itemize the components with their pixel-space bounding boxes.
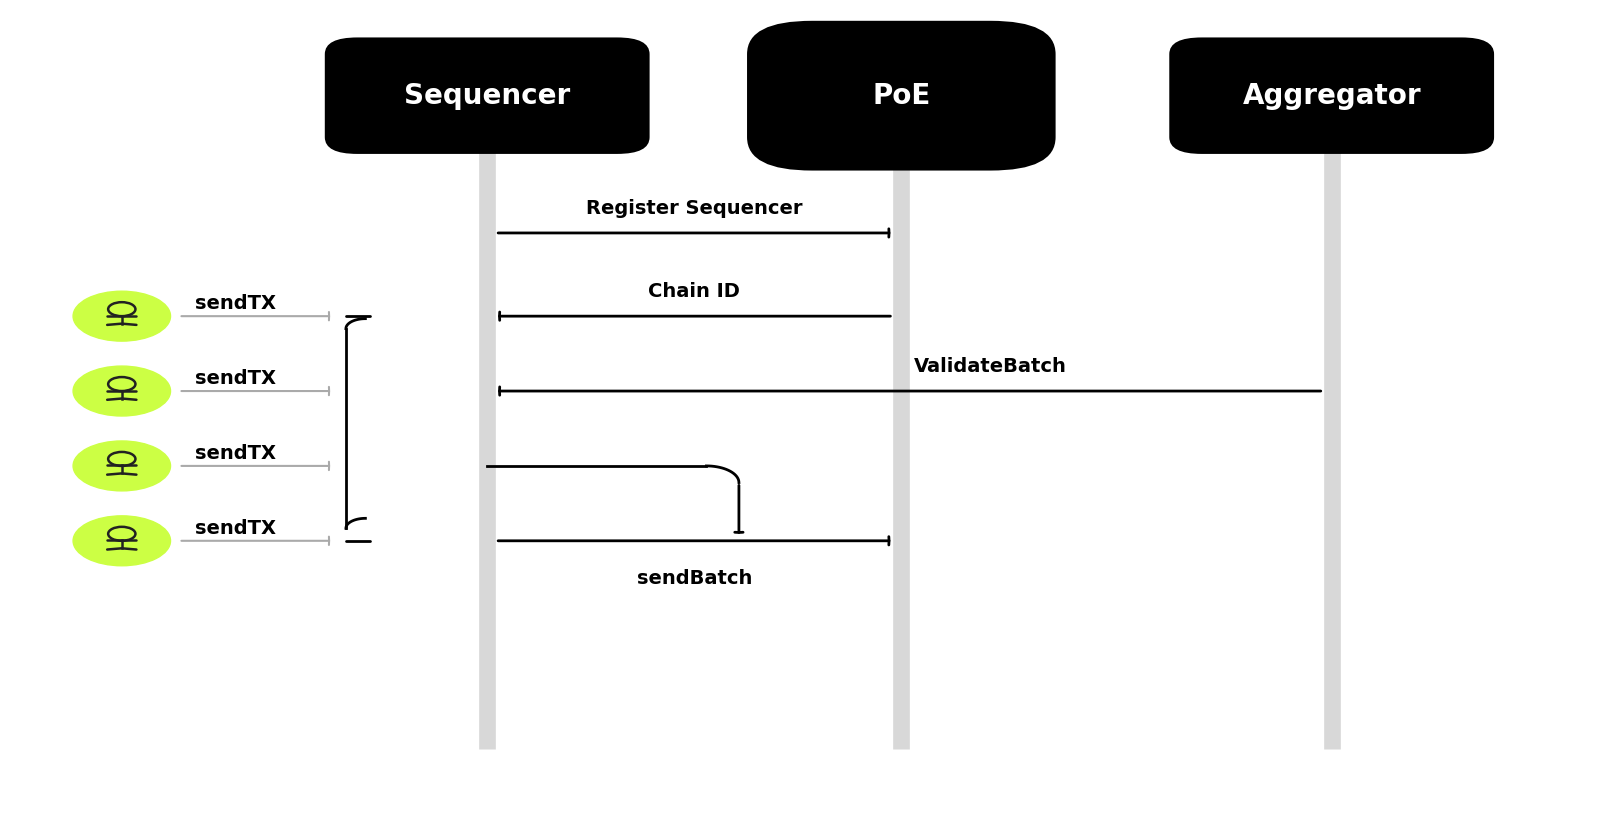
Text: sendTX: sendTX	[195, 295, 276, 313]
FancyBboxPatch shape	[747, 21, 1055, 171]
FancyBboxPatch shape	[325, 37, 649, 154]
Text: sendBatch: sendBatch	[636, 569, 751, 587]
Text: sendTX: sendTX	[195, 519, 276, 537]
Text: sendTX: sendTX	[195, 444, 276, 463]
FancyBboxPatch shape	[1169, 37, 1493, 154]
Text: Aggregator: Aggregator	[1242, 82, 1420, 110]
Text: Chain ID: Chain ID	[648, 282, 740, 300]
Circle shape	[73, 291, 170, 341]
Text: Sequencer: Sequencer	[404, 82, 570, 110]
Text: Register Sequencer: Register Sequencer	[586, 199, 802, 217]
Text: PoE: PoE	[872, 82, 930, 110]
Circle shape	[73, 366, 170, 416]
Text: ValidateBatch: ValidateBatch	[914, 357, 1066, 375]
Circle shape	[73, 441, 170, 491]
Text: sendTX: sendTX	[195, 369, 276, 388]
Circle shape	[73, 516, 170, 566]
